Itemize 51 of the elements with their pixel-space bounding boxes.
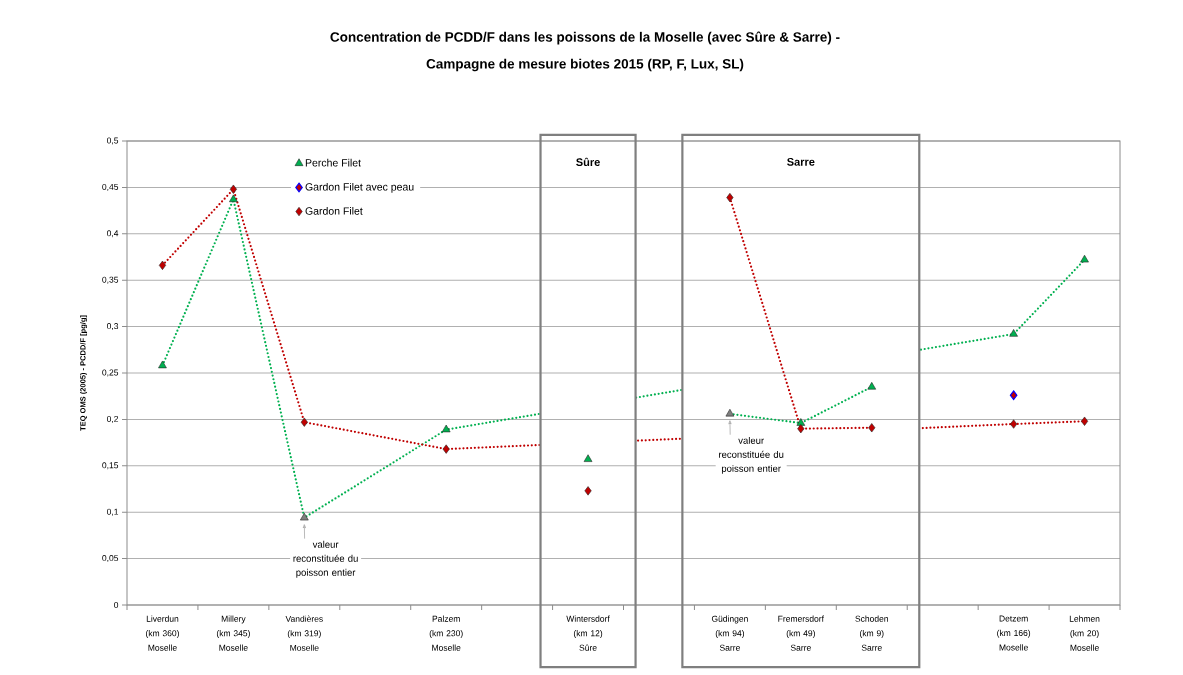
point (584, 486, 592, 496)
annotation: valeur reconstituée du poisson entier (719, 436, 784, 474)
x-tick-label: Liverdun (km 360) Moselle (146, 615, 179, 651)
point (1009, 329, 1018, 337)
x-tick-label: Schoden (km 9) Sarre (855, 615, 888, 651)
point (1080, 254, 1089, 263)
point (229, 194, 238, 203)
point (797, 424, 805, 434)
legend-label: Gardon Filet avec peau (305, 182, 414, 193)
point (583, 454, 593, 462)
x-tick-label: Wintersdorf (km 12) Sûre (566, 615, 610, 651)
y-tick-label: 0 (114, 602, 119, 609)
x-tick-label: Lehmen (km 20) Moselle (1069, 615, 1100, 651)
y-tick-label: 0,05 (102, 555, 119, 563)
point (300, 417, 308, 427)
point (1081, 416, 1089, 426)
point (158, 260, 166, 270)
point (442, 444, 450, 454)
x-tick-label: Vandières (km 319) Moselle (285, 615, 323, 651)
y-tick-label: 0,5 (106, 137, 119, 145)
point (441, 424, 451, 433)
x-tick-label: Detzem (km 166) Moselle (997, 615, 1031, 651)
point (1010, 419, 1018, 429)
y-tick-label: 0,1 (106, 508, 119, 516)
point (725, 408, 735, 417)
annotation: Sarre (787, 158, 815, 166)
point (868, 423, 876, 433)
y-tick-label: 0,4 (106, 230, 119, 238)
x-tick-label: Güdingen (km 94) Sarre (711, 615, 748, 651)
y-tick-label: 0,25 (102, 369, 119, 377)
x-tick-label: Fremersdorf (km 49) Sarre (778, 615, 824, 651)
annotation: Sûre (576, 157, 600, 167)
x-tick-label: Millery (km 345) Moselle (216, 615, 250, 651)
point (867, 382, 877, 390)
y-tick-label: 0,15 (102, 462, 119, 470)
point (1009, 390, 1018, 401)
point (796, 418, 806, 426)
point (158, 360, 167, 369)
y-tick-label: 0,2 (106, 415, 119, 423)
legend-label: Gardon Filet (305, 207, 363, 215)
y-tick-label: 0,35 (102, 276, 119, 284)
point (726, 193, 734, 203)
chart-subtitle: Campagne de mesure biotes 2015 (RP, F, Lux, SL) (426, 58, 744, 72)
y-tick-label: 0,3 (106, 323, 119, 331)
y-tick-label: 0,45 (102, 183, 119, 191)
x-tick-label: Palzem (km 230) Moselle (429, 615, 463, 651)
point (300, 512, 309, 521)
annotation: valeur reconstituée du poisson entier (293, 540, 358, 578)
point (229, 184, 237, 194)
legend-label: Perche Filet (305, 158, 361, 167)
chart-title: Concentration de PCDD/F dans les poissons de la Moselle (avec Sûre & Sarre) - (330, 31, 840, 45)
